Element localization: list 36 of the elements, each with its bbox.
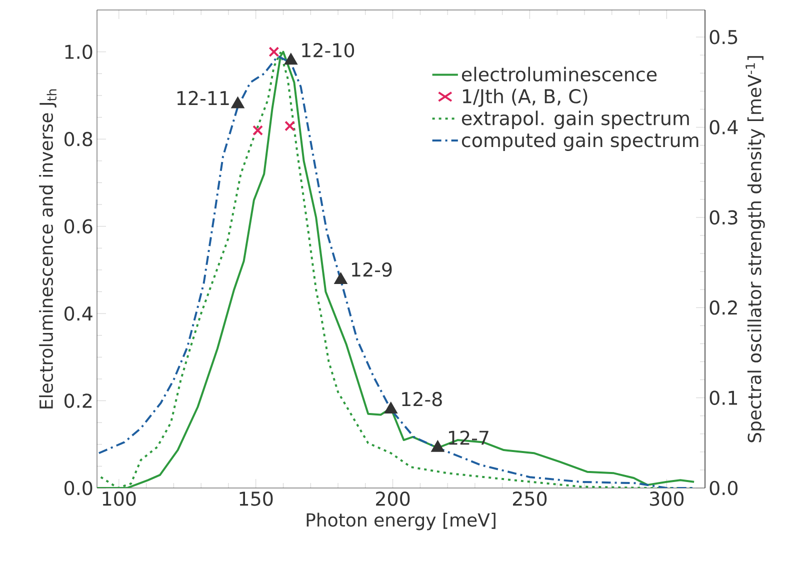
y2-tick-label: 0.1 <box>710 390 738 405</box>
x-axis-title: Photon energy [meV] <box>306 512 496 530</box>
point <box>432 440 444 452</box>
y-tick-label: 0.0 <box>64 480 92 496</box>
point <box>334 272 347 284</box>
y2-tick-label: 0.3 <box>710 210 738 225</box>
point <box>268 46 280 58</box>
y2-tick-label: 0.0 <box>710 480 738 496</box>
annotation: 12-8 <box>402 392 442 406</box>
x-tick-label: 100 <box>102 492 136 506</box>
annotation: 12-11 <box>177 90 229 105</box>
legend-label: 1/Jth (A, B, C) <box>463 88 588 107</box>
y-axis-title: Electroluminescence and inverse J$_{th}$ <box>39 89 56 408</box>
point <box>232 97 244 108</box>
y-tick-label: 1.0 <box>65 44 92 60</box>
annotation: 12-9 <box>352 262 392 277</box>
point <box>252 125 264 136</box>
x-tick-label: 200 <box>376 492 410 506</box>
point <box>284 120 296 132</box>
y-tick-label: 0.8 <box>64 132 92 146</box>
legend-label: electroluminescence <box>462 66 657 82</box>
y-tick-label: 0.2 <box>64 394 92 408</box>
x-tick-label: 250 <box>512 492 547 506</box>
x-tick-label: 300 <box>650 492 684 506</box>
point <box>384 402 398 414</box>
x-tick-label: 150 <box>240 492 273 506</box>
annotation: 12-10 <box>302 43 354 58</box>
legend-label: extrapol. gain spectrum <box>462 110 689 130</box>
point <box>284 54 298 65</box>
y2-tick-label: 0.2 <box>710 300 737 315</box>
y2-tick-label: 0.4 <box>710 120 738 134</box>
y-tick-label: 0.6 <box>64 219 92 234</box>
legend-label: computed gain spectrum <box>462 132 698 151</box>
y2-tick-label: 0.5 <box>710 30 738 44</box>
y2-axis-title: Spectral oscillator strength density [meV$^{-1}$] <box>746 56 765 442</box>
y-tick-label: 0.4 <box>64 306 92 321</box>
